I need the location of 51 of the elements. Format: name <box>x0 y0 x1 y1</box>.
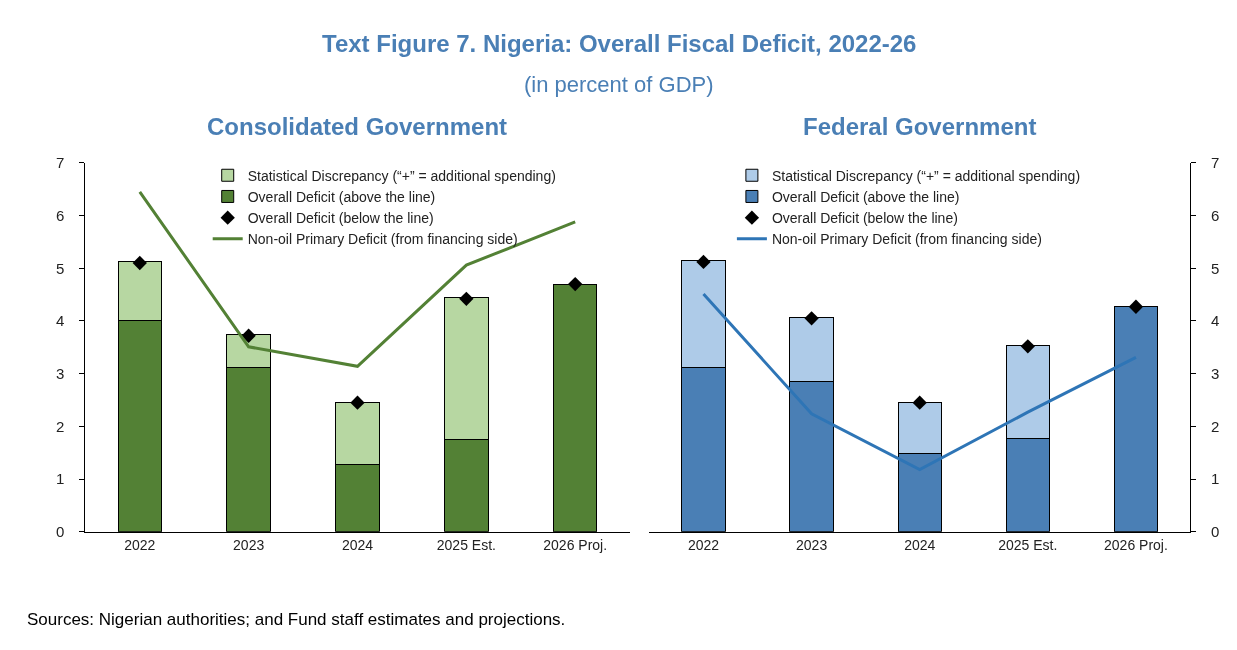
chart-title: Consolidated Government <box>207 113 508 140</box>
legend-label: Overall Deficit (above the line) <box>771 188 960 205</box>
x-tick-label: 2022 <box>687 536 720 553</box>
y-tick-label: 5 <box>56 259 65 277</box>
y-tick-label: 2 <box>56 417 65 435</box>
x-tick-label: 2026 Proj. <box>543 536 608 553</box>
y2-tick-label: 3 <box>1210 364 1220 382</box>
point <box>459 291 474 306</box>
legend-label: Overall Deficit (above the line) <box>247 188 436 205</box>
text: (in percent of GDP) <box>524 72 714 97</box>
x-tick-label: 2025 Est. <box>998 536 1058 553</box>
y2-tick-label: 2 <box>1210 417 1220 435</box>
legend-label: Overall Deficit (below the line) <box>771 210 958 227</box>
x-tick-label: 2025 Est. <box>436 536 496 553</box>
line-series <box>138 190 577 368</box>
point <box>696 254 711 270</box>
y2-tick-label: 5 <box>1210 259 1220 277</box>
x-tick-label: 2023 <box>796 536 828 553</box>
point <box>241 328 256 343</box>
point <box>132 255 147 271</box>
y2-tick-label: 0 <box>1210 523 1220 541</box>
point <box>1128 299 1144 314</box>
legend-label: Non-oil Primary Deficit (from financing side) <box>247 231 518 248</box>
chart-title: Federal Government <box>803 113 1037 140</box>
y-tick-label: 7 <box>56 154 65 172</box>
legend-label: Statistical Discrepancy (“+” = additional spending) <box>771 167 1081 184</box>
y-tick-label: 0 <box>56 523 65 541</box>
x-tick-label: 2022 <box>124 536 156 553</box>
line-series <box>701 292 1138 472</box>
y-tick-label: 4 <box>56 312 65 330</box>
x-tick-label: 2024 <box>904 536 936 553</box>
point <box>568 276 583 292</box>
y2-tick-label: 1 <box>1210 470 1220 488</box>
source-note: Sources: Nigerian authorities; and Fund staff estimates and projections. <box>27 610 566 629</box>
point <box>804 311 819 326</box>
y-tick-label: 1 <box>56 470 65 488</box>
point <box>350 395 365 410</box>
legend-label: Overall Deficit (below the line) <box>247 210 434 227</box>
x-tick-label: 2026 Proj. <box>1104 536 1168 553</box>
y-tick-label: 6 <box>56 206 65 224</box>
y-tick-label: 3 <box>56 364 65 382</box>
text: Text Figure 7. Nigeria: Overall Fiscal Deficit, 2022-26 <box>322 30 917 57</box>
x-tick-label: 2023 <box>233 536 265 553</box>
x-tick-label: 2024 <box>341 536 374 553</box>
legend-label: Non-oil Primary Deficit (from financing side) <box>771 231 1042 248</box>
legend-label: Statistical Discrepancy (“+” = additional spending) <box>247 167 556 184</box>
point <box>912 395 927 410</box>
y2-tick-label: 7 <box>1210 154 1220 172</box>
y2-tick-label: 4 <box>1210 312 1220 330</box>
y2-tick-label: 6 <box>1210 206 1220 224</box>
point <box>1020 339 1035 354</box>
